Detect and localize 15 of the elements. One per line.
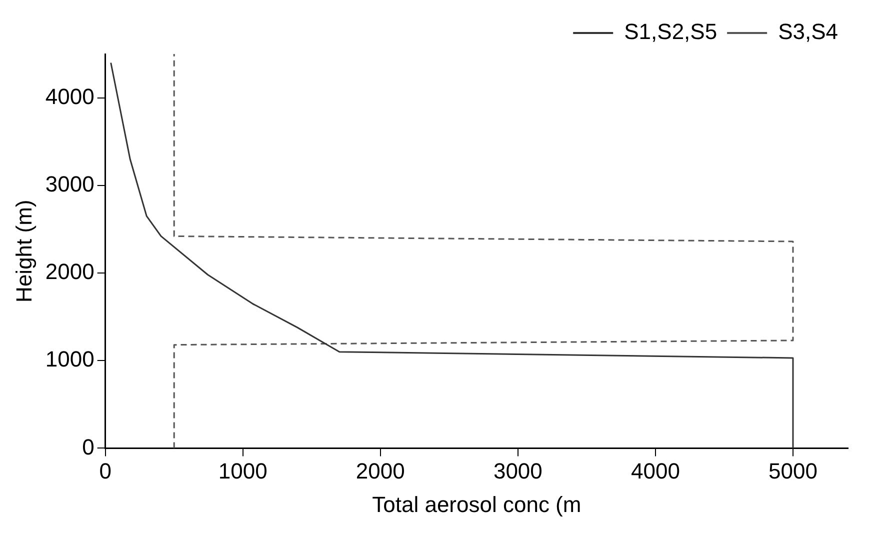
y-tick-label: 2000 [45, 259, 94, 284]
x-tick-label: 0 [99, 458, 112, 484]
y-axis-title: Height (m) [11, 200, 36, 302]
x-tick-label: 2000 [356, 458, 405, 484]
x-tick-label: 1000 [218, 458, 268, 484]
x-axis-title: Total aerosol conc (m [372, 492, 582, 517]
y-tick-label: 0 [82, 434, 94, 460]
y-tick-label: 4000 [45, 84, 94, 109]
y-tick-label: 1000 [45, 346, 94, 372]
y-tick-label: 3000 [45, 171, 94, 196]
x-tick-label: 5000 [768, 458, 818, 484]
legend-label: S1,S2,S5 [624, 19, 718, 44]
x-tick-label: 3000 [493, 458, 542, 484]
legend-label: S3,S4 [778, 19, 838, 44]
x-tick-label: 4000 [630, 458, 680, 484]
